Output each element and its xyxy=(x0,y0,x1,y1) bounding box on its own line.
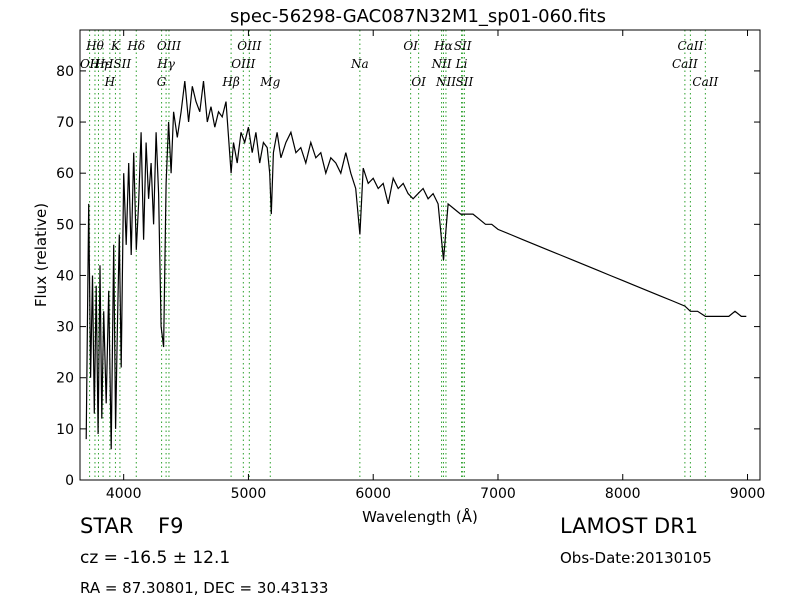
line-label-3: Hε xyxy=(94,57,112,71)
line-label-13: OIII xyxy=(237,39,261,53)
cz-value: cz = -16.5 ± 12.1 xyxy=(80,548,231,568)
line-label-18: NII xyxy=(431,57,452,71)
line-label-4: H xyxy=(104,75,116,89)
x-tick-label-2: 6000 xyxy=(355,486,391,502)
y-tick-label-0: 0 xyxy=(65,473,74,489)
y-axis: 0 10 20 30 40 50 60 70 80 xyxy=(56,64,760,489)
line-label-16: OI xyxy=(403,39,418,53)
line-label-22: Li xyxy=(455,57,468,71)
x-tick-label-4: 8000 xyxy=(605,486,641,502)
subclass-label: F9 xyxy=(158,514,184,538)
line-label-26: CaII xyxy=(692,75,718,89)
line-label-17: OI xyxy=(411,75,426,89)
line-label-1: Hθ xyxy=(85,39,104,53)
x-tick-label-5: 9000 xyxy=(730,486,766,502)
chart-title: spec-56298-GAC087N32M1_sp01-060.fits xyxy=(230,6,606,27)
x-tick-label-0: 4000 xyxy=(106,486,142,502)
line-label-15: Na xyxy=(350,57,369,71)
y-tick-label-6: 60 xyxy=(56,166,74,182)
line-label-14: Mg xyxy=(259,75,280,89)
line-label-8: G xyxy=(157,75,167,89)
line-label-11: Hβ xyxy=(221,75,239,89)
line-label-19: Hα xyxy=(433,39,453,53)
line-label-20: NII xyxy=(435,75,456,89)
y-tick-label-1: 10 xyxy=(56,422,74,438)
x-axis-label: Wavelength (Å) xyxy=(362,507,478,526)
obs-date: Obs-Date:20130105 xyxy=(560,549,712,567)
line-label-25: CaII xyxy=(677,39,703,53)
line-label-9: Hγ xyxy=(156,57,175,71)
y-tick-label-7: 70 xyxy=(56,115,74,131)
line-label-21: SII xyxy=(454,39,472,53)
spectrum-line xyxy=(85,81,747,450)
y-tick-label-8: 80 xyxy=(56,64,74,80)
line-label-6: ISII xyxy=(108,57,132,71)
line-markers-layer xyxy=(89,30,706,480)
line-label-2: Hη xyxy=(89,57,108,71)
survey-label: LAMOST DR1 xyxy=(560,514,699,538)
x-axis: 4000 5000 6000 7000 8000 9000 xyxy=(106,30,765,502)
y-tick-label-4: 40 xyxy=(56,268,74,284)
line-label-5: K xyxy=(110,39,121,53)
coordinates: RA = 87.30801, DEC = 30.43133 xyxy=(80,579,329,597)
y-tick-label-3: 30 xyxy=(56,320,74,336)
line-label-24: CaII xyxy=(672,57,698,71)
y-tick-label-5: 50 xyxy=(56,217,74,233)
x-tick-label-1: 5000 xyxy=(231,486,267,502)
plot-frame xyxy=(79,29,761,481)
line-label-7: Hδ xyxy=(126,39,145,53)
y-axis-label: Flux (relative) xyxy=(32,203,50,307)
x-tick-label-3: 7000 xyxy=(480,486,516,502)
y-tick-label-2: 20 xyxy=(56,371,74,387)
line-label-10: OIII xyxy=(157,39,181,53)
line-label-23: SII xyxy=(456,75,474,89)
line-label-12: OIII xyxy=(231,57,255,71)
line-label-0: OII xyxy=(80,57,100,71)
class-label: STAR xyxy=(80,514,134,538)
